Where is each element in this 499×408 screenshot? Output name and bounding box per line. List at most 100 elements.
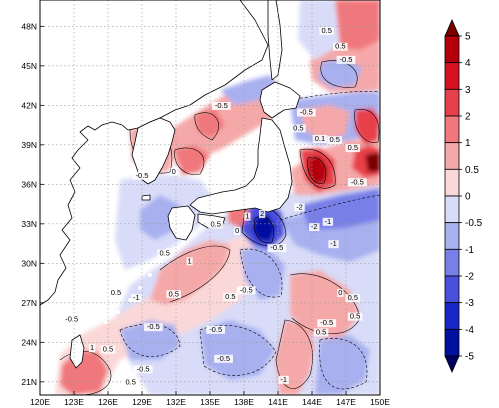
contour-label: 0.5 [210, 219, 220, 228]
contour-label-bg [259, 209, 266, 218]
island-dot [148, 273, 152, 277]
contour-label: -0.5 [320, 318, 333, 327]
contour-label-bg [89, 344, 96, 353]
contour-label-bg [296, 108, 316, 117]
island-dot [104, 320, 108, 324]
contour-label: -0.5 [147, 322, 160, 331]
contour-line [194, 112, 220, 141]
lon-tick-label: 144E [302, 397, 322, 407]
lat-tick-label: 39N [21, 140, 37, 150]
colorbar-swatch [444, 222, 460, 250]
contour-label: 0 [338, 288, 342, 297]
contour-label-bg [309, 223, 320, 232]
lat-tick-label: 33N [21, 219, 37, 229]
kuril-negative [318, 58, 362, 88]
colorbar-swatch [444, 195, 460, 224]
lon-tick-label: 132E [166, 397, 186, 407]
colorbar-label: 3 [465, 85, 471, 96]
contour-label-bg [223, 292, 238, 301]
colorbar-swatch [444, 275, 460, 304]
hokkaido-island [259, 81, 301, 119]
contour-label-bg [313, 328, 329, 337]
contour-label: -1 [133, 293, 140, 302]
colorbar-label: 1 [465, 138, 471, 149]
contour-label-bg [327, 136, 342, 145]
colorbar: 5 4 3 2 1 0.5 0 -0.5 -1 -2 -3 -4 -5 [444, 19, 483, 373]
contour-label: -0.5 [270, 243, 283, 252]
contour-label-bg [131, 294, 142, 303]
lat-tick-label: 21N [21, 377, 37, 387]
contour-label: 0.5 [329, 135, 339, 144]
contour-label-bg [62, 315, 82, 324]
colorbar-swatch [444, 62, 460, 90]
contour-line [279, 194, 380, 221]
contour-line [199, 325, 277, 376]
lat-tick-label: 27N [21, 298, 37, 308]
contour-label-bg [157, 249, 172, 258]
japan-sea-positive [170, 80, 285, 165]
contour-label-bg [170, 167, 177, 176]
colorbar-label: -5 [465, 352, 474, 363]
asian-continent [40, 0, 269, 306]
contour-label-bg [211, 101, 231, 110]
contour-label: 0.5 [348, 143, 358, 152]
contour-label: 1 [188, 256, 192, 265]
contour-label: 0.5 [316, 327, 326, 336]
contour-label: 0.1 [315, 134, 325, 143]
contour-line [239, 248, 283, 298]
colorbar-min-arrow [444, 355, 460, 373]
contour-line [354, 109, 380, 143]
contour-label: 0.5 [293, 123, 303, 132]
plot-area: 0.50.5-0.5-0.5-0.50.50.10.50.5-0.500-0.5… [40, 0, 380, 395]
lat-tick-label: 36N [21, 179, 37, 189]
contour-label: 2 [260, 209, 264, 218]
contour-label-bg [186, 257, 193, 266]
contour-label: -0.5 [136, 171, 149, 180]
lon-tick-label: 120E [30, 397, 50, 407]
contour-label: -0.5 [351, 177, 364, 186]
colorbar-label: -1 [465, 245, 474, 256]
contour-label: -2 [311, 222, 318, 231]
contour-label: 0 [172, 167, 176, 176]
contour-label-bg [132, 171, 152, 180]
lat-tick-label: 24N [21, 337, 37, 347]
contour-label: 0.5 [111, 288, 121, 297]
contour-label: -0.5 [300, 108, 313, 117]
contour-label: -0.5 [240, 285, 253, 294]
contour-label-bg [133, 365, 153, 374]
colorbar-label: -0.5 [465, 218, 483, 229]
contour-line [159, 245, 231, 303]
contour-label: -0.5 [217, 354, 230, 363]
contour-label: 0.5 [225, 292, 235, 301]
contour-labels: 0.50.5-0.5-0.5-0.50.50.10.50.5-0.500-0.5… [62, 26, 367, 387]
lat-tick-label: 48N [21, 21, 37, 31]
taiwan-island [69, 334, 85, 369]
contour-label: -0.5 [65, 314, 78, 323]
contour-label-bg [244, 212, 251, 221]
contour-label-bg [322, 217, 334, 226]
colorbar-label: 2 [465, 112, 471, 123]
contour-label: 1 [245, 212, 249, 221]
contour-label-bg [214, 354, 233, 363]
contour-label: -0.5 [137, 364, 150, 373]
island-dot [158, 260, 162, 264]
contour-label: -0.5 [340, 55, 353, 64]
lat-tick-label: 30N [21, 258, 37, 268]
contour-label: -0.5 [215, 101, 228, 110]
ocean-positive-east [290, 270, 360, 340]
ocean-negative-w [240, 245, 285, 300]
lon-tick-label: 147E [336, 397, 356, 407]
contour-label-bg [236, 286, 256, 295]
kyushu-island [167, 205, 196, 241]
ocean-negative-e2 [300, 188, 380, 230]
colorbar-label: 5 [465, 32, 471, 43]
contour-label: 0.5 [335, 42, 345, 51]
lon-tick-label: 150E [370, 397, 390, 407]
korean-peninsula [131, 117, 176, 185]
contour-label-bg [206, 325, 226, 334]
contour-label-bg [294, 203, 305, 212]
okhotsk-strip [298, 0, 340, 60]
colorbar-swatch [444, 328, 460, 357]
colorbar-swatch [444, 115, 460, 144]
ocean-negative-sc [200, 320, 275, 380]
